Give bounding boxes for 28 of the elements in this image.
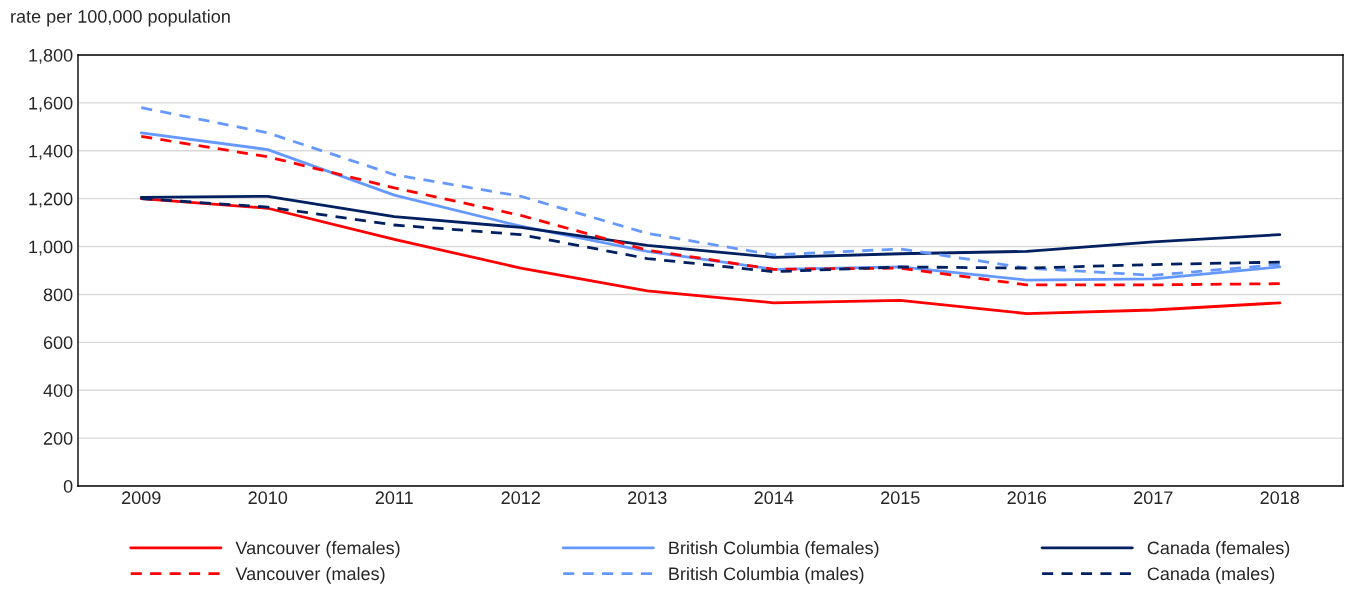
y-tick-label: 1,200 — [29, 192, 73, 208]
x-tick-label: 2011 — [375, 491, 413, 505]
legend-label: Canada (males) — [1147, 566, 1275, 584]
legend-label: British Columbia (males) — [669, 566, 864, 584]
y-tick-label: 400 — [43, 384, 73, 397]
x-tick-label: 2012 — [501, 491, 540, 505]
x-tick-label: 2016 — [1007, 491, 1047, 505]
y-tick-label: 600 — [43, 336, 73, 350]
legend-label: Canada (females) — [1147, 541, 1290, 558]
x-tick-label: 2014 — [754, 491, 794, 505]
y-tick-label: 1,400 — [29, 144, 73, 160]
x-tick-label: 2010 — [248, 491, 288, 505]
x-tick-label: 2015 — [881, 491, 920, 505]
legend-label: Vancouver (males) — [235, 566, 385, 584]
x-tick-label: 2009 — [122, 491, 161, 505]
line-series — [139, 197, 1282, 315]
y-tick-label: 0 — [63, 479, 73, 493]
x-tick-label: 2018 — [1260, 491, 1300, 505]
x-tick-label: 2013 — [628, 491, 667, 505]
y-tick-label: 1,600 — [29, 96, 73, 112]
legend-label: British Columbia (females) — [669, 541, 879, 558]
y-tick-label: 800 — [43, 288, 73, 302]
x-tick-label: 2017 — [1134, 491, 1173, 505]
legend-label: Vancouver (females) — [235, 541, 400, 558]
y-tick-label: 1,800 — [29, 48, 73, 64]
y-tick-label: 1,000 — [29, 240, 73, 256]
y-axis-title: rate per 100,000 population — [11, 9, 230, 27]
y-tick-label: 200 — [43, 432, 73, 445]
